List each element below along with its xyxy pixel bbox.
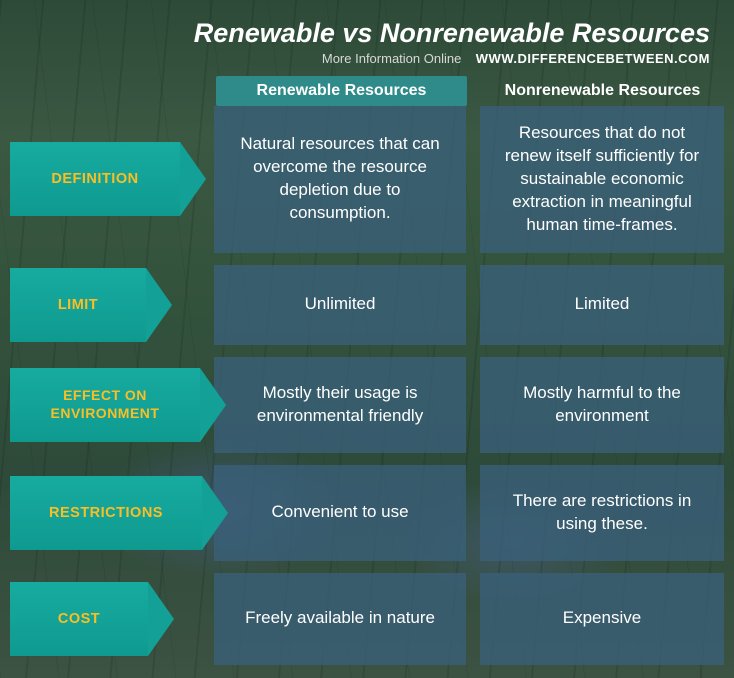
site-url: WWW.DIFFERENCEBETWEEN.COM [476,51,710,66]
label-wrap: COST [10,573,214,665]
header-renewable: Renewable Resources [216,76,467,106]
label-wrap: LIMIT [10,265,214,345]
cell-nonrenewable: Resources that do not renew itself suffi… [480,106,724,253]
row-environment: EFFECT ON ENVIRONMENT Mostly their usage… [10,357,724,453]
row-label: DEFINITION [10,142,180,216]
cell-nonrenewable: There are restrictions in using these. [480,465,724,561]
cell-renewable: Unlimited [214,265,466,345]
cell-renewable: Mostly their usage is environmental frie… [214,357,466,453]
subtitle-bar: More Information Online WWW.DIFFERENCEBE… [10,51,724,76]
label-wrap: EFFECT ON ENVIRONMENT [10,357,214,453]
row-label: COST [10,582,148,656]
label-wrap: RESTRICTIONS [10,465,214,561]
row-restrictions: RESTRICTIONS Convenient to use There are… [10,465,724,561]
cell-nonrenewable: Mostly harmful to the environment [480,357,724,453]
cell-renewable: Freely available in nature [214,573,466,665]
cell-renewable: Convenient to use [214,465,466,561]
label-wrap: DEFINITION [10,106,214,253]
header-nonrenewable: Nonrenewable Resources [481,76,724,106]
cell-nonrenewable: Expensive [480,573,724,665]
row-cost: COST Freely available in nature Expensiv… [10,573,724,665]
infographic-container: Renewable vs Nonrenewable Resources More… [0,0,734,678]
row-definition: DEFINITION Natural resources that can ov… [10,106,724,253]
comparison-rows: DEFINITION Natural resources that can ov… [10,106,724,665]
row-label: EFFECT ON ENVIRONMENT [10,368,200,442]
cell-nonrenewable: Limited [480,265,724,345]
more-info-text: More Information Online [322,51,461,66]
row-label: RESTRICTIONS [10,476,202,550]
page-title: Renewable vs Nonrenewable Resources [10,10,724,51]
column-headers: Renewable Resources Nonrenewable Resourc… [10,76,724,106]
cell-renewable: Natural resources that can overcome the … [214,106,466,253]
row-limit: LIMIT Unlimited Limited [10,265,724,345]
row-label: LIMIT [10,268,146,342]
